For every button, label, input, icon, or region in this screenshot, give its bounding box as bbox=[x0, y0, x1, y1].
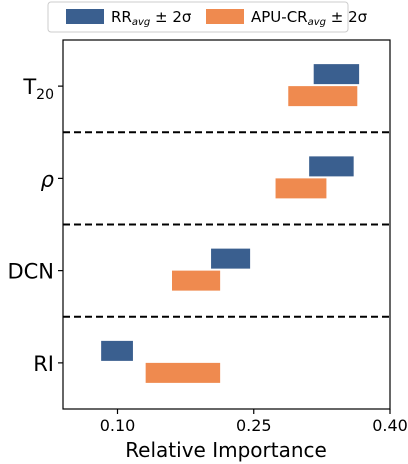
x-tick-label-0.25: 0.25 bbox=[236, 416, 272, 435]
x-axis-label: Relative Importance bbox=[125, 438, 327, 462]
legend-box bbox=[47, 1, 349, 33]
y-tick-label-DCN: DCN bbox=[7, 260, 54, 284]
legend-label-1: APU-CRavg ± 2σ bbox=[251, 8, 368, 28]
bar-T20-series-0 bbox=[313, 64, 360, 85]
bar-RI-series-0 bbox=[101, 340, 133, 361]
legend: RRavg ± 2σ APU-CRavg ± 2σ bbox=[47, 1, 368, 33]
bar-DCN-series-1 bbox=[172, 270, 221, 291]
y-tick-label-rho: ρ bbox=[41, 167, 55, 191]
bar-DCN-series-0 bbox=[211, 248, 251, 269]
bar-rho-series-1 bbox=[275, 178, 327, 199]
x-tick-label-0.10: 0.10 bbox=[100, 416, 136, 435]
bar-rho-series-0 bbox=[309, 156, 354, 177]
bar-T20-series-1 bbox=[288, 86, 358, 107]
y-tick-label-T20: T20 bbox=[22, 75, 54, 103]
bar-RI-series-1 bbox=[145, 362, 221, 383]
x-tick-label-0.40: 0.40 bbox=[372, 416, 408, 435]
x-axis-ticks: 0.10 0.25 0.40 bbox=[100, 409, 408, 435]
legend-label-0: RRavg ± 2σ bbox=[111, 8, 192, 28]
y-axis-ticks: T20 ρ DCN RI bbox=[7, 75, 63, 376]
bars bbox=[101, 64, 360, 383]
legend-swatch-0 bbox=[66, 9, 104, 24]
y-tick-label-RI: RI bbox=[33, 352, 54, 376]
legend-swatch-1 bbox=[206, 9, 244, 24]
